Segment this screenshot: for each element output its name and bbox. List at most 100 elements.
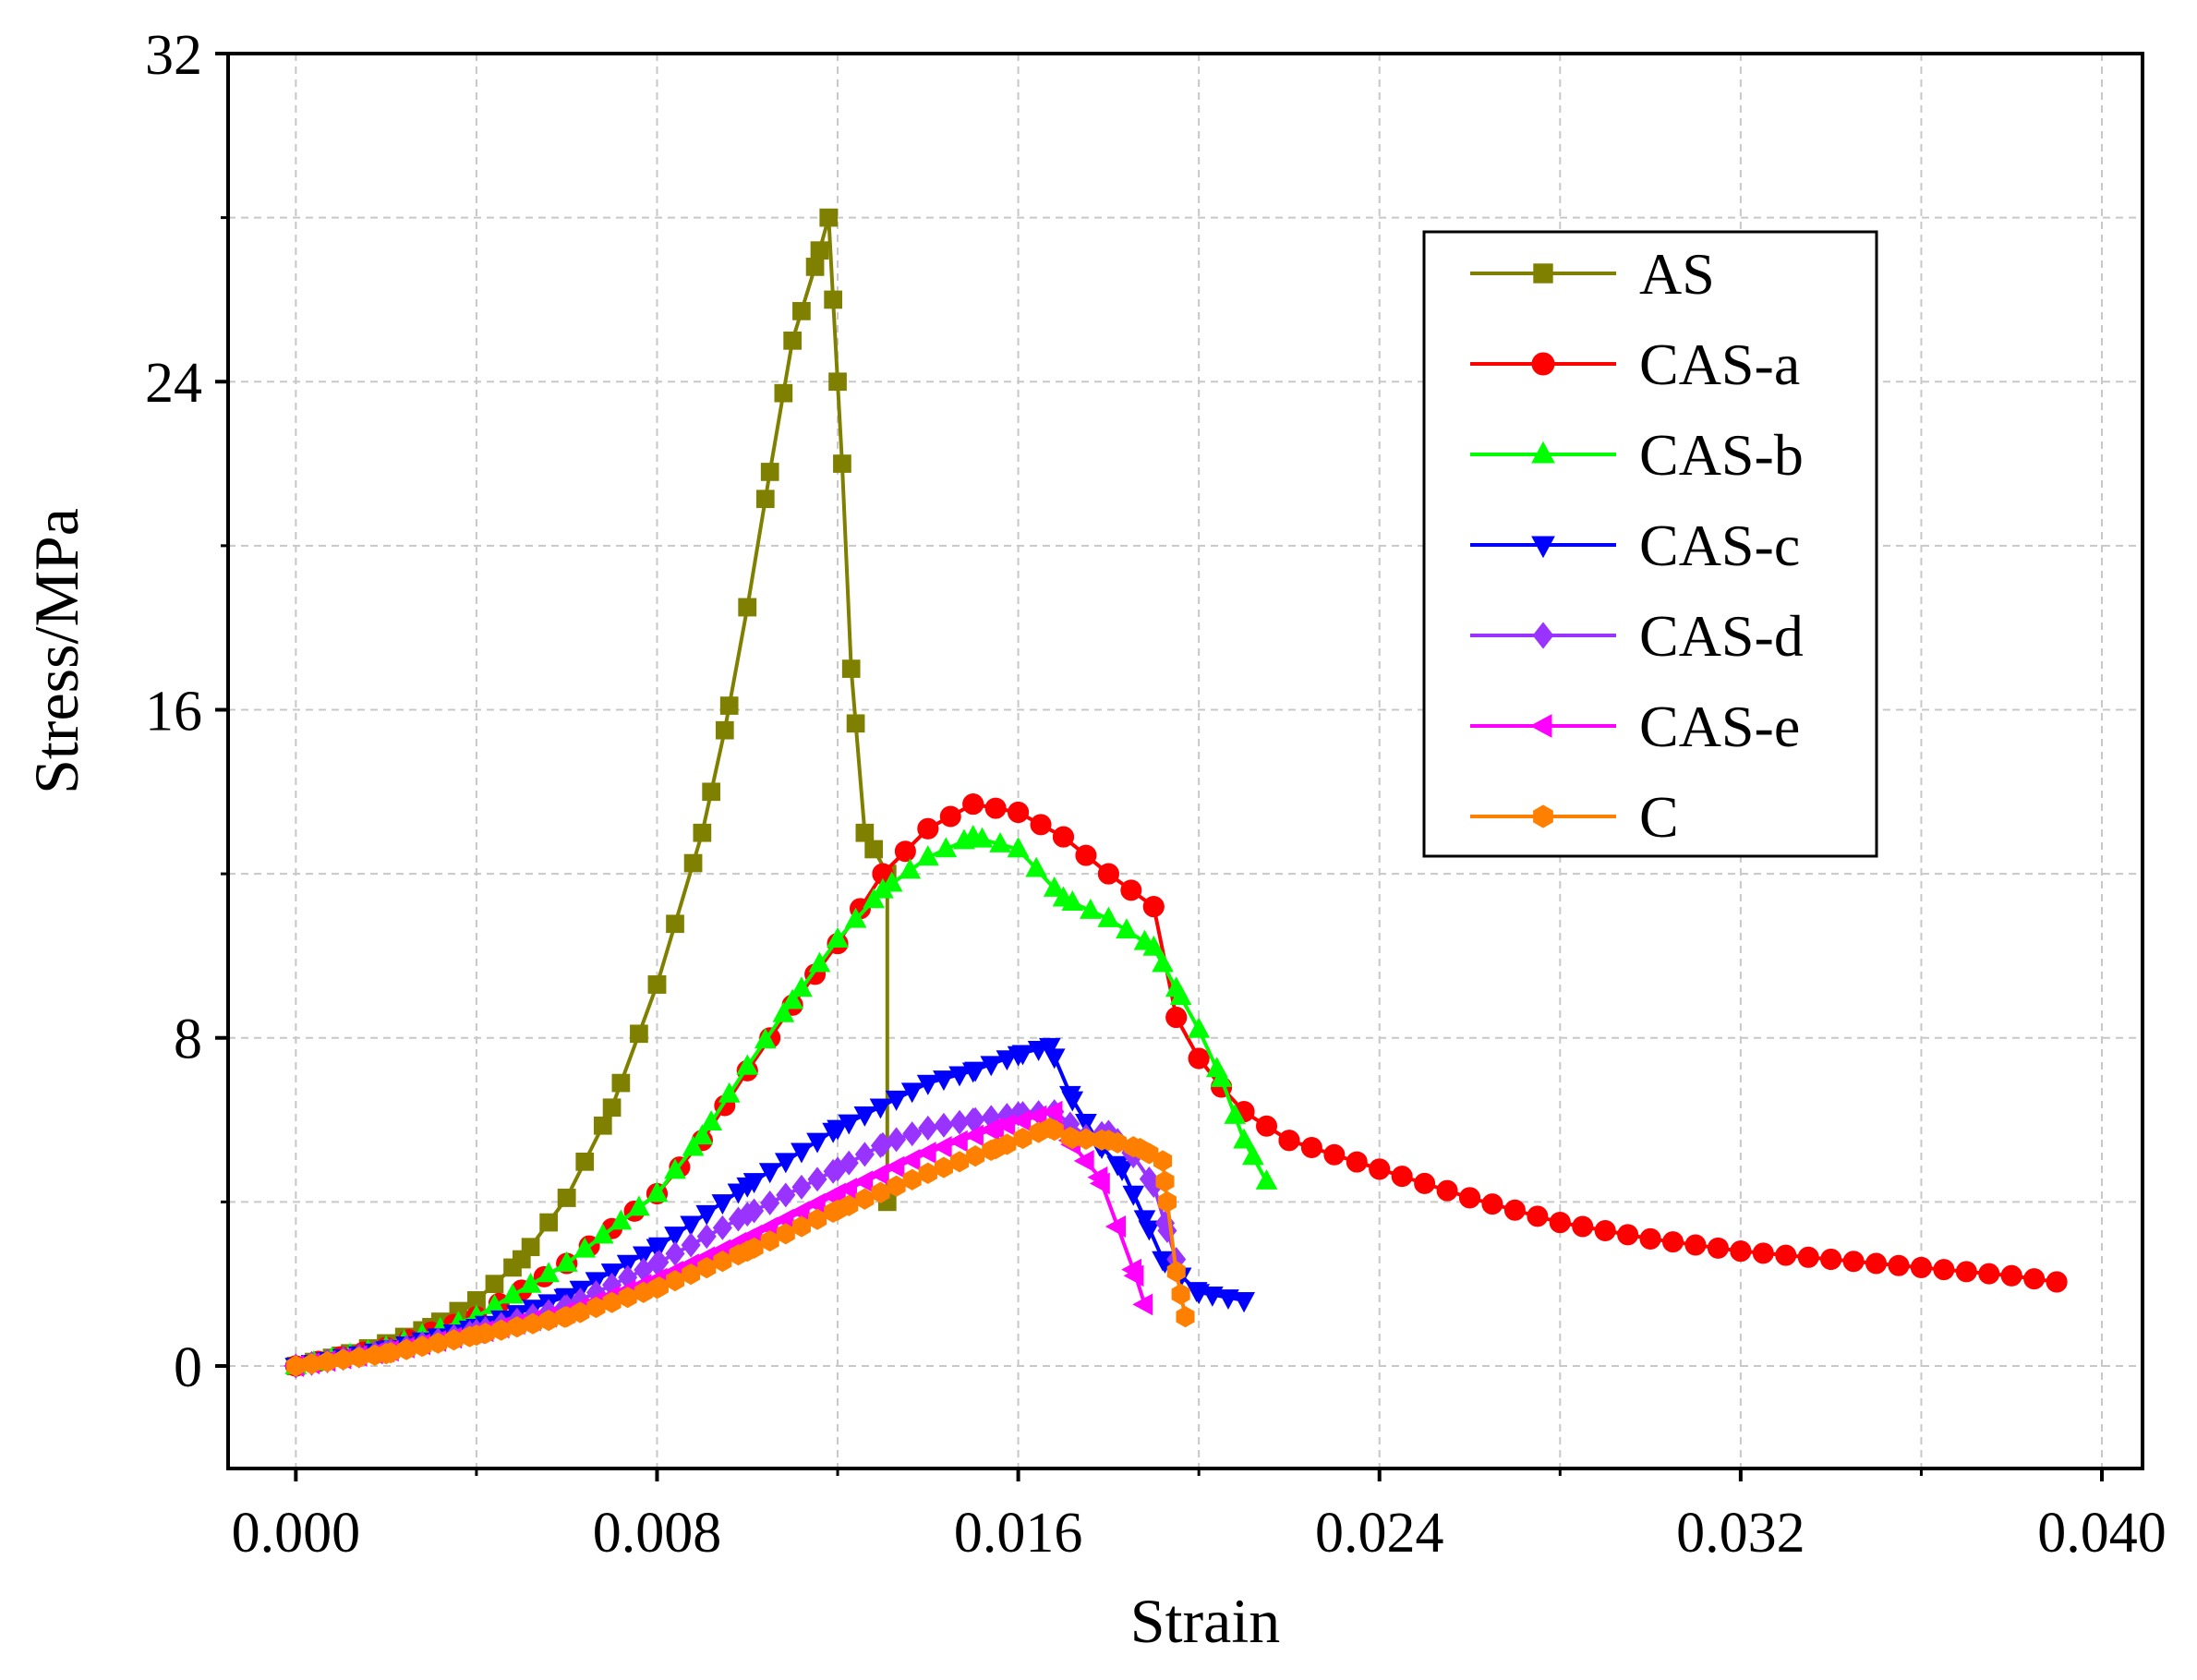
data-point-cas-a — [1256, 1115, 1278, 1137]
data-point-cas-b — [1152, 951, 1174, 973]
data-point-c — [1155, 1170, 1175, 1192]
x-tick-label: 0.000 — [232, 1502, 361, 1565]
data-point-cas-a — [1459, 1187, 1481, 1209]
legend-marker-cas-a — [1531, 352, 1555, 376]
data-point-c — [647, 1277, 667, 1299]
data-point-cas-a — [1030, 814, 1052, 836]
data-point-cas-a — [1391, 1166, 1413, 1188]
data-point-cas-c — [1038, 1037, 1061, 1058]
data-point-cas-a — [1165, 1007, 1188, 1029]
data-point-cas-b — [519, 1272, 542, 1293]
data-point-cas-b — [935, 837, 958, 858]
data-point-cas-c — [616, 1254, 639, 1275]
legend-marker-cas-d — [1532, 622, 1554, 649]
data-point-cas-b — [700, 1110, 722, 1130]
data-point-cas-a — [2046, 1271, 2068, 1293]
data-point-c — [1153, 1150, 1173, 1172]
y-tick-label: 8 — [174, 1009, 202, 1071]
data-point-cas-e — [1026, 1105, 1047, 1128]
data-point-cas-a — [1414, 1172, 1436, 1194]
data-point-as — [683, 853, 703, 873]
data-point-cas-a — [1527, 1205, 1549, 1227]
data-point-cas-e — [804, 1192, 826, 1215]
data-point-cas-b — [691, 1124, 714, 1145]
data-point-cas-c — [1152, 1251, 1174, 1272]
data-point-as — [810, 241, 829, 260]
y-tick-label: 16 — [145, 680, 202, 743]
y-tick-label: 0 — [174, 1336, 202, 1399]
data-point-cas-a — [1662, 1231, 1684, 1253]
data-point-cas-c — [827, 1119, 849, 1141]
data-point-c — [618, 1287, 637, 1309]
data-point-c — [808, 1208, 827, 1230]
data-point-cas-a — [2000, 1264, 2022, 1287]
data-point-c — [986, 1138, 1006, 1160]
data-point-c — [557, 1306, 576, 1328]
y-tick-label: 32 — [145, 24, 202, 87]
series-line-cas-b — [295, 835, 1269, 1368]
data-point-c — [682, 1263, 701, 1286]
data-point-c — [1099, 1130, 1118, 1152]
data-point-as — [841, 659, 861, 678]
data-point-as — [738, 598, 757, 617]
data-point-cas-d — [873, 1131, 893, 1157]
data-point-cas-c — [711, 1194, 734, 1215]
data-point-as — [855, 823, 875, 842]
data-point-cas-b — [899, 858, 922, 879]
data-point-as — [485, 1275, 504, 1294]
data-point-cas-b — [989, 831, 1011, 852]
data-point-cas-a — [1752, 1242, 1774, 1264]
data-point-cas-b — [1188, 1017, 1211, 1038]
data-point-cas-a — [1097, 863, 1119, 885]
data-point-cas-a — [1842, 1251, 1865, 1273]
data-point-cas-e — [995, 1114, 1016, 1136]
data-point-as — [611, 1073, 631, 1093]
data-point-cas-a — [1797, 1246, 1819, 1268]
data-point-c — [738, 1240, 757, 1263]
data-point-cas-c — [664, 1227, 686, 1248]
data-point-cas-b — [1255, 1169, 1278, 1190]
data-point-as — [833, 454, 851, 473]
data-point-cas-a — [894, 840, 916, 863]
legend-entry-as: AS — [1470, 241, 1715, 307]
legend-marker-cas-c — [1531, 536, 1555, 559]
data-point-cas-a — [1933, 1259, 1955, 1281]
data-point-cas-a — [1278, 1130, 1300, 1152]
data-point-cas-c — [632, 1246, 655, 1267]
data-point-c — [902, 1168, 922, 1191]
legend-entry-cas-e: CAS-e — [1470, 694, 1800, 759]
data-point-cas-a — [1142, 896, 1165, 918]
data-point-cas-d — [902, 1121, 923, 1147]
legend-marker-c — [1533, 804, 1553, 828]
data-point-cas-d — [760, 1191, 780, 1215]
data-point-c — [466, 1324, 486, 1347]
data-point-as — [593, 1116, 612, 1135]
legend-entry-cas-b: CAS-b — [1470, 422, 1804, 488]
data-point-cas-d — [776, 1182, 796, 1208]
data-point-as — [575, 1152, 595, 1171]
legend-entry-c: C — [1470, 784, 1679, 850]
data-point-cas-c — [1133, 1210, 1156, 1231]
data-point-as — [805, 258, 825, 276]
data-point-c — [697, 1257, 717, 1279]
data-point-cas-a — [1188, 1047, 1210, 1070]
data-point-c — [1063, 1127, 1082, 1150]
data-point-as — [693, 823, 712, 842]
x-axis-title: Strain — [1130, 1586, 1280, 1656]
data-point-cas-a — [1910, 1256, 1932, 1278]
data-point-cas-e — [915, 1142, 936, 1164]
data-point-cas-b — [555, 1251, 578, 1272]
data-point-cas-e — [931, 1136, 952, 1158]
data-point-cas-a — [962, 793, 984, 816]
series-layer — [284, 208, 2068, 1379]
data-point-cas-a — [1052, 826, 1074, 848]
data-point-cas-b — [646, 1181, 669, 1203]
data-point-cas-e — [984, 1117, 1004, 1140]
data-point-cas-a — [1775, 1244, 1797, 1266]
data-point-c — [397, 1338, 416, 1360]
data-point-cas-e — [947, 1130, 968, 1153]
legend-entry-cas-a: CAS-a — [1470, 332, 1800, 397]
data-point-c — [586, 1297, 606, 1319]
data-point-cas-b — [844, 907, 867, 928]
data-point-cas-e — [1105, 1215, 1126, 1238]
